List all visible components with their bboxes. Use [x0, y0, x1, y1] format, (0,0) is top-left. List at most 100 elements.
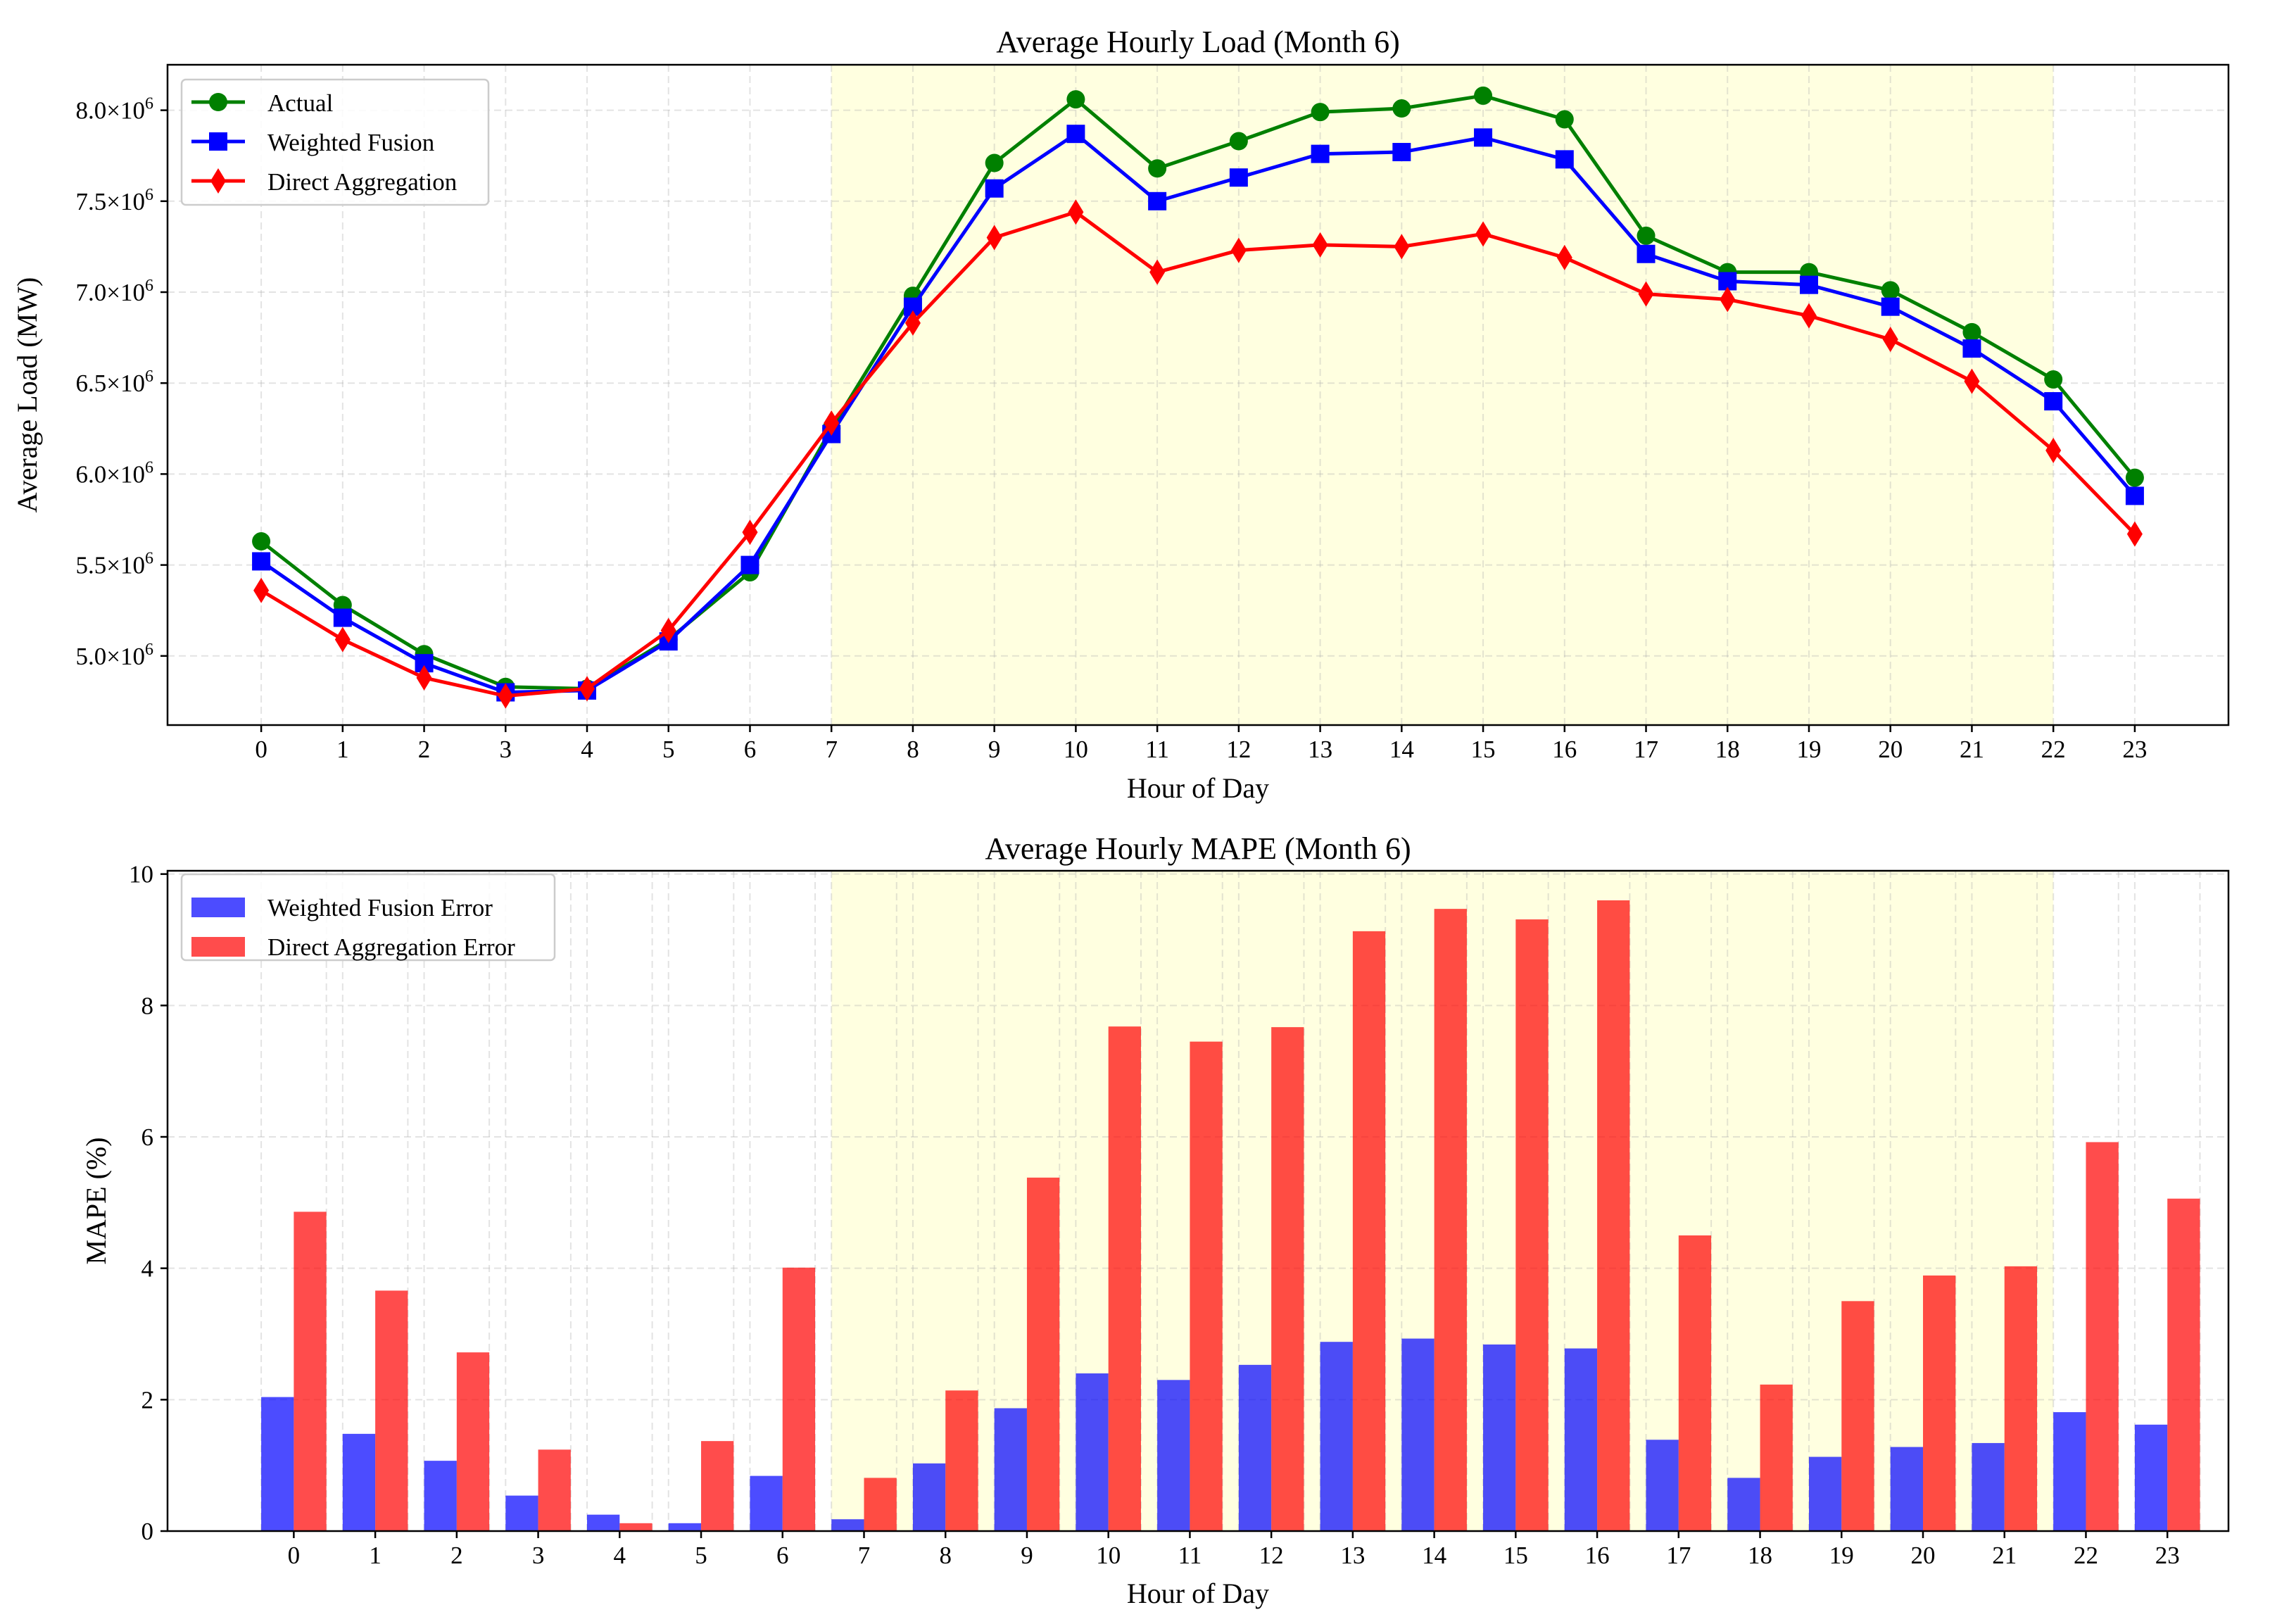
legend-swatch-direct-aggregation-error	[191, 937, 245, 957]
legend-label-actual: Actual	[267, 89, 334, 117]
load-chart-x-tick-label: 7	[825, 736, 838, 763]
bar-weighted-fusion-error	[1157, 1380, 1190, 1531]
bar-weighted-fusion-error	[2134, 1424, 2168, 1531]
bar-weighted-fusion-error	[912, 1463, 946, 1531]
bar-weighted-fusion-error	[1483, 1344, 1516, 1531]
point-direct-aggregation	[1556, 244, 1572, 270]
point-direct-aggregation	[904, 310, 921, 336]
mape-chart-x-tick-label: 0	[288, 1542, 301, 1569]
bar-direct-aggregation-error	[1515, 919, 1549, 1531]
mape-chart-x-tick-label: 5	[695, 1542, 707, 1569]
mape-chart-x-tick-label: 17	[1666, 1542, 1691, 1569]
load-chart-x-tick-label: 12	[1226, 736, 1251, 763]
point-weighted-fusion	[1311, 144, 1330, 163]
bar-weighted-fusion-error	[2053, 1412, 2086, 1531]
point-actual	[1066, 90, 1085, 109]
load-chart-x-tick-label: 1	[336, 736, 349, 763]
mape-chart-y-tick-label: 10	[129, 861, 153, 888]
bar-weighted-fusion-error	[1238, 1364, 1272, 1531]
bar-direct-aggregation-error	[1026, 1177, 1060, 1531]
mape-chart-x-axis-label: Hour of Day	[1127, 1578, 1269, 1609]
load-chart-x-ticks: 0 1 2 3 4 5 6 7 8 9 10 11 12 13 14 15 16 17 18 19 20 21 22 23	[255, 725, 2147, 763]
load-chart-x-tick-label: 20	[1878, 736, 1903, 763]
mape-chart-y-tick-label: 8	[141, 992, 154, 1019]
mape-chart-x-tick-label: 21	[1992, 1542, 2017, 1569]
mape-chart-x-tick-label: 9	[1021, 1542, 1033, 1569]
load-chart-y-tick-label: 5.5×106	[76, 550, 154, 579]
bar-weighted-fusion-error	[424, 1461, 457, 1531]
point-actual	[1311, 103, 1330, 122]
bar-direct-aggregation-error	[864, 1478, 897, 1531]
point-weighted-fusion	[1555, 150, 1574, 169]
load-chart-x-tick-label: 5	[662, 736, 675, 763]
mape-chart-bars	[261, 900, 2200, 1531]
mape-chart-x-tick-label: 1	[369, 1542, 382, 1569]
mape-chart-y-tick-label: 6	[141, 1123, 154, 1151]
bar-direct-aggregation-error	[375, 1290, 408, 1531]
mape-chart-x-tick-label: 4	[614, 1542, 626, 1569]
legend-item-weighted-fusion: Weighted Fusion	[191, 129, 434, 156]
point-actual	[1637, 226, 1656, 245]
load-chart: 0 1 2 3 4 5 6 7 8 9 10 11 12 13 14 15 16 17 18 19 20 21 22 23 5…	[11, 25, 2230, 804]
load-chart-y-axis-label: Average Load (MW)	[11, 277, 43, 513]
bar-direct-aggregation-error	[294, 1211, 327, 1531]
load-chart-highlight-span	[831, 65, 2054, 725]
load-chart-x-tick-label: 15	[1471, 736, 1496, 763]
series-line-direct-aggregation	[260, 210, 2136, 698]
load-chart-x-tick-label: 8	[907, 736, 919, 763]
point-actual	[985, 153, 1004, 172]
load-chart-x-tick-label: 16	[1552, 736, 1577, 763]
bar-direct-aggregation-error	[1760, 1384, 1793, 1531]
point-actual	[2125, 468, 2144, 487]
legend-label-weighted-fusion-error: Weighted Fusion Error	[267, 894, 493, 921]
bar-direct-aggregation-error	[1597, 900, 1630, 1531]
bar-weighted-fusion-error	[1076, 1373, 1109, 1531]
mape-chart-x-tick-label: 3	[532, 1542, 545, 1569]
load-chart-frame	[166, 63, 2230, 726]
load-chart-highlight-rect	[831, 65, 2054, 725]
legend-item-weighted-fusion-error: Weighted Fusion Error	[191, 894, 493, 921]
legend-item-direct-aggregation: Direct Aggregation	[191, 168, 457, 196]
bar-direct-aggregation-error	[2004, 1266, 2038, 1531]
load-chart-series	[252, 86, 2144, 709]
load-chart-x-tick-label: 2	[418, 736, 431, 763]
bar-weighted-fusion-error	[1646, 1440, 1679, 1531]
point-weighted-fusion	[1637, 244, 1656, 263]
point-direct-aggregation	[253, 577, 270, 603]
bar-weighted-fusion-error	[587, 1514, 620, 1531]
point-weighted-fusion	[1474, 128, 1493, 147]
load-chart-x-tick-label: 13	[1308, 736, 1332, 763]
point-direct-aggregation	[334, 627, 351, 653]
load-chart-legend: Actual Weighted Fusion Direct Aggregatio…	[180, 78, 490, 206]
load-chart-x-tick-label: 22	[2041, 736, 2066, 763]
mape-chart-y-tick-label: 4	[141, 1255, 154, 1283]
bar-weighted-fusion-error	[1890, 1447, 1924, 1531]
point-actual	[1555, 110, 1574, 129]
point-actual	[1474, 86, 1493, 105]
point-direct-aggregation	[1638, 281, 1654, 307]
point-weighted-fusion	[1962, 339, 1981, 358]
point-actual	[1392, 99, 1411, 118]
bar-direct-aggregation-error	[2086, 1142, 2119, 1531]
load-chart-x-tick-label: 0	[255, 736, 267, 763]
load-chart-legend-box	[180, 78, 490, 206]
bar-weighted-fusion-error	[750, 1475, 783, 1531]
point-direct-aggregation	[498, 683, 514, 709]
load-chart-x-tick-label: 18	[1715, 736, 1740, 763]
bar-weighted-fusion-error	[1727, 1478, 1760, 1531]
bar-direct-aggregation-error	[1352, 931, 1386, 1531]
load-chart-x-tick-label: 19	[1796, 736, 1821, 763]
bar-direct-aggregation-error	[1923, 1275, 1956, 1531]
point-weighted-fusion	[1229, 168, 1248, 187]
legend-marker-weighted-fusion	[209, 132, 227, 151]
bar-weighted-fusion-error	[668, 1523, 702, 1531]
load-chart-x-tick-label: 9	[988, 736, 1001, 763]
bar-weighted-fusion-error	[1972, 1442, 2005, 1531]
mape-chart-x-tick-label: 6	[776, 1542, 789, 1569]
bar-direct-aggregation-error	[2167, 1198, 2200, 1531]
mape-chart-x-tick-label: 12	[1259, 1542, 1284, 1569]
mape-chart-x-tick-label: 13	[1340, 1542, 1365, 1569]
mape-chart-x-tick-label: 10	[1096, 1542, 1121, 1569]
mape-chart-x-tick-label: 20	[1911, 1542, 1936, 1569]
